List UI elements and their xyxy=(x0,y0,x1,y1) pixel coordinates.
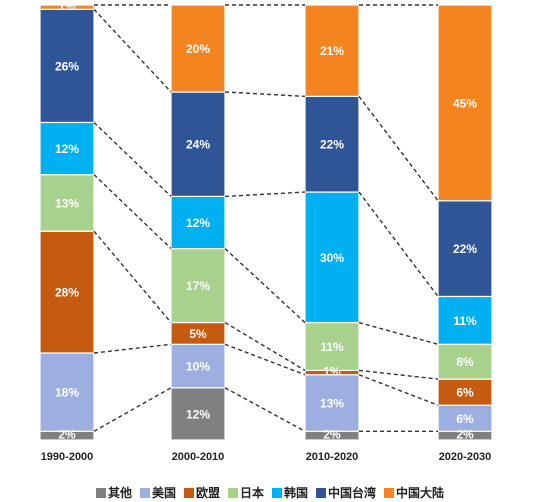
legend-swatch xyxy=(227,487,238,498)
bar-segment xyxy=(437,343,493,380)
connector-line xyxy=(93,121,172,197)
legend-label: 美国 xyxy=(151,486,176,500)
connector-line xyxy=(358,95,439,202)
legend-label: 韩国 xyxy=(284,486,309,500)
bar-segment xyxy=(39,4,95,10)
data-label: 2% xyxy=(58,428,76,442)
data-label: 30% xyxy=(320,251,344,265)
data-label: 24% xyxy=(186,138,210,152)
data-label: 5% xyxy=(189,327,207,341)
data-label: 11% xyxy=(453,314,477,328)
connector-lines xyxy=(93,4,439,432)
connector-line xyxy=(224,321,306,372)
connector-line xyxy=(93,230,172,324)
connector-line xyxy=(93,174,172,250)
connector-line xyxy=(224,343,306,376)
x-tick-label: 2020-2030 xyxy=(439,451,492,463)
connector-line xyxy=(224,91,306,98)
legend-swatch xyxy=(139,487,150,498)
connector-line xyxy=(93,8,172,93)
legend-item: 中国台湾 xyxy=(316,484,376,501)
data-label: 13% xyxy=(55,196,79,210)
x-tick-label: 1990-2000 xyxy=(41,451,94,463)
bar-segment xyxy=(170,248,226,324)
bar-segment xyxy=(304,321,360,371)
stacked-bar-chart: 2% 18% 28% 13% 12% 26% 1% 12% 10% 5% 17% 12% 24% 20% 2… xyxy=(39,0,493,463)
legend-item: 美国 xyxy=(139,484,176,501)
data-label: 12% xyxy=(186,407,210,421)
data-label: 28% xyxy=(55,286,79,300)
bar-segment xyxy=(437,295,493,345)
data-label: 1% xyxy=(58,0,76,13)
legend-item: 中国大陆 xyxy=(384,484,444,501)
connector-line xyxy=(358,191,439,297)
connector-line xyxy=(224,191,306,198)
connector-line xyxy=(224,248,306,324)
data-label: 22% xyxy=(320,138,344,152)
data-label: 13% xyxy=(320,397,344,411)
bar-segment xyxy=(304,95,360,193)
legend-label: 中国台湾 xyxy=(328,486,377,500)
bar-segment xyxy=(437,4,493,202)
legend-swatch xyxy=(95,487,106,498)
legend-label: 其他 xyxy=(107,486,132,500)
data-label: 2% xyxy=(456,428,474,442)
legend-label: 日本 xyxy=(239,486,264,500)
data-label: 17% xyxy=(186,279,210,293)
bar-segment xyxy=(304,4,360,97)
legend-swatch xyxy=(316,487,327,498)
x-tick-label: 2010-2020 xyxy=(306,451,359,463)
bar-segment xyxy=(39,230,95,354)
bar-segment xyxy=(39,352,95,432)
connector-line xyxy=(358,321,439,345)
bar-segment xyxy=(437,404,493,432)
legend-item: 韩国 xyxy=(272,484,308,501)
data-label: 22% xyxy=(453,242,477,256)
data-label: 18% xyxy=(55,386,79,400)
data-labels: 2% 18% 28% 13% 12% 26% 1% 12% 10% 5% 17% 12% 24% 20% 2… xyxy=(55,0,477,442)
data-label: 6% xyxy=(456,412,474,426)
bars xyxy=(39,4,493,441)
connector-line xyxy=(224,387,306,432)
data-label: 21% xyxy=(320,44,344,58)
legend-swatch xyxy=(272,487,282,498)
data-label: 6% xyxy=(456,386,474,400)
legend-label: 中国大陆 xyxy=(396,486,445,500)
data-label: 1% xyxy=(323,365,341,379)
legend: 其他 美国 欧盟 日本 韩国 中国台湾 中国大陆 xyxy=(0,484,540,501)
connector-line xyxy=(358,374,439,406)
data-label: 2% xyxy=(323,428,341,442)
x-tick-label: 2000-2010 xyxy=(172,451,225,463)
data-label: 12% xyxy=(55,142,79,156)
bar-segment xyxy=(170,4,226,93)
data-label: 11% xyxy=(320,340,344,354)
legend-item: 日本 xyxy=(227,484,264,501)
data-label: 45% xyxy=(453,96,477,110)
bar-segment xyxy=(437,200,493,298)
connector-line xyxy=(93,387,172,432)
legend-swatch xyxy=(384,487,395,498)
legend-item: 其他 xyxy=(95,484,132,501)
x-axis-labels: 1990-2000 2000-2010 2010-2020 2020-2030 xyxy=(41,451,492,463)
legend-label: 欧盟 xyxy=(195,486,220,500)
bar-segment xyxy=(39,174,95,232)
legend-item: 欧盟 xyxy=(183,484,220,501)
data-label: 20% xyxy=(186,42,210,56)
data-label: 12% xyxy=(186,216,210,230)
data-label: 26% xyxy=(55,59,79,73)
bar-segment xyxy=(170,91,226,198)
legend-swatch xyxy=(183,487,194,498)
bar-segment xyxy=(304,374,360,432)
bar-segment xyxy=(304,191,360,324)
bar-segment xyxy=(39,121,95,176)
data-label: 8% xyxy=(456,355,474,369)
bar-segment xyxy=(170,343,226,389)
connector-line xyxy=(358,369,439,380)
connector-line xyxy=(93,343,172,354)
data-label: 10% xyxy=(186,360,210,374)
